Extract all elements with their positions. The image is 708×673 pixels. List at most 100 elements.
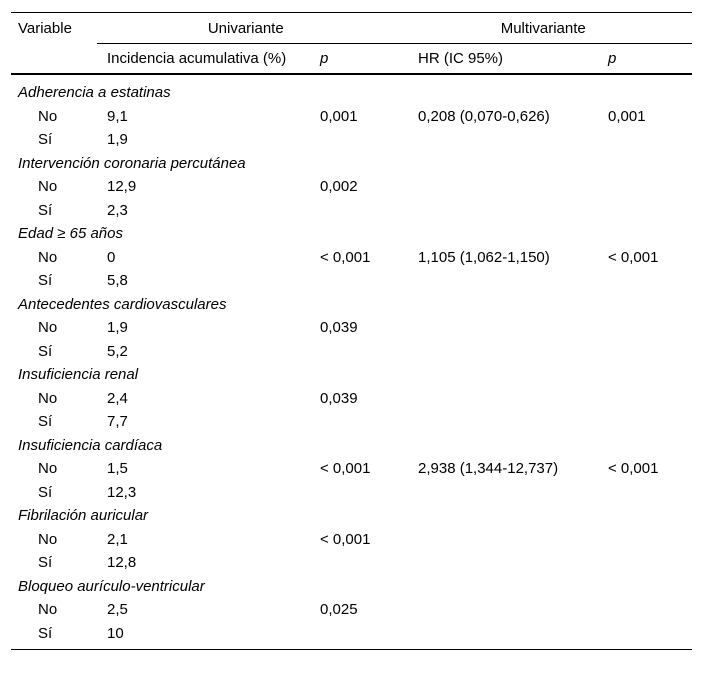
incidence-cell: 5,2	[107, 342, 128, 360]
incidence-cell: 2,1	[107, 530, 128, 548]
table-row: No 12,9 0,002	[11, 175, 692, 199]
hr-cell: 2,938 (1,344-12,737)	[418, 460, 559, 477]
hr-cell	[418, 528, 608, 552]
table-row: Sí 7,7	[11, 410, 692, 434]
p-univariate-cell	[320, 128, 418, 152]
table-row: No 9,1 0,001 0,208 (0,070-0,626) 0,001	[11, 105, 692, 129]
variable-group: Fibrilación auricular No 2,1 < 0,001 Sí 12,8	[11, 504, 692, 575]
variable-group: Insuficiencia renal No 2,4 0,039 Sí 7,7	[11, 363, 692, 434]
column-header-p-univariante: p	[320, 50, 329, 67]
level-cell: Sí	[38, 624, 53, 642]
level-cell: No	[38, 178, 58, 195]
incidence-cell: 12,3	[107, 483, 137, 501]
level-cell: Sí	[38, 342, 53, 360]
p-multivariate-cell	[608, 269, 692, 293]
level-cell: No	[38, 460, 58, 477]
table-body: Adherencia a estatinas No 9,1 0,001 0,208 (0…	[11, 75, 692, 649]
hr-cell	[418, 128, 608, 152]
p-univariate-cell	[320, 622, 418, 646]
level-cell: No	[38, 530, 58, 548]
incidence-cell: 5,8	[107, 272, 128, 289]
column-header-p-multivariante: p	[608, 50, 617, 67]
table-row: Sí 5,2	[11, 340, 692, 364]
p-multivariate-cell: 0,001	[608, 107, 646, 125]
hr-cell	[418, 316, 608, 340]
incidence-cell: 12,8	[107, 554, 137, 571]
table-row: No 1,5 < 0,001 2,938 (1,344-12,737) < 0,001	[11, 457, 692, 481]
table-header-top: Variable Univariante Multivariante	[11, 13, 692, 44]
level-cell: No	[38, 319, 58, 336]
hr-cell: 1,105 (1,062-1,150)	[418, 248, 550, 266]
p-univariate-cell: 0,039	[320, 389, 358, 407]
p-univariate-cell: 0,001	[320, 107, 358, 125]
incidence-cell: 12,9	[107, 178, 137, 195]
hr-cell	[418, 387, 608, 411]
variable-group: Edad ≥ 65 años No 0 < 0,001 1,105 (1,062-1,1…	[11, 222, 692, 293]
table-row: No 2,4 0,039	[11, 387, 692, 411]
column-group-univariante: Univariante	[207, 19, 284, 37]
incidence-cell: 1,9	[107, 319, 128, 336]
p-univariate-cell: < 0,001	[320, 530, 371, 548]
statistics-table: Variable Univariante Multivariante Incid…	[11, 12, 692, 650]
table-row: Sí 2,3	[11, 199, 692, 223]
variable-group: Intervención coronaria percutánea No 12,9 0…	[11, 152, 692, 223]
p-multivariate-cell	[608, 128, 692, 152]
hr-cell	[418, 551, 608, 575]
hr-cell	[418, 410, 608, 434]
variable-group: Antecedentes cardiovasculares No 1,9 0,039 S…	[11, 293, 692, 364]
p-univariate-cell	[320, 410, 418, 434]
level-cell: No	[38, 601, 58, 618]
p-multivariate-cell	[608, 528, 692, 552]
p-multivariate-cell	[608, 175, 692, 199]
column-header-hr: HR (IC 95%)	[418, 50, 504, 67]
table-row: Sí 1,9	[11, 128, 692, 152]
hr-cell: 0,208 (0,070-0,626)	[418, 107, 550, 125]
level-cell: Sí	[38, 413, 53, 430]
variable-name: Insuficiencia renal	[18, 366, 139, 383]
p-univariate-cell: < 0,001	[320, 248, 371, 266]
incidence-cell: 2,3	[107, 201, 128, 219]
incidence-cell: 2,5	[107, 601, 128, 618]
level-cell: No	[38, 389, 58, 407]
table-row: No 0 < 0,001 1,105 (1,062-1,150) < 0,001	[11, 246, 692, 270]
variable-name: Adherencia a estatinas	[18, 84, 171, 101]
p-univariate-cell	[320, 551, 418, 575]
level-cell: No	[38, 107, 58, 125]
hr-cell	[418, 269, 608, 293]
table-row: No 2,5 0,025	[11, 598, 692, 622]
incidence-cell: 1,5	[107, 460, 128, 477]
hr-cell	[418, 199, 608, 223]
variable-name: Intervención coronaria percutánea	[18, 154, 246, 172]
variable-group: Insuficiencia cardíaca No 1,5 < 0,001 2,938 …	[11, 434, 692, 505]
variable-group: Adherencia a estatinas No 9,1 0,001 0,208 (0…	[11, 81, 692, 152]
incidence-cell: 1,9	[107, 131, 128, 148]
variable-name: Bloqueo aurículo-ventricular	[18, 577, 205, 595]
p-multivariate-cell	[608, 410, 692, 434]
variable-name: Insuficiencia cardíaca	[18, 436, 163, 454]
table-header-sub: Incidencia acumulativa (%) p HR (IC 95%)…	[11, 44, 692, 75]
table-row: Sí 5,8	[11, 269, 692, 293]
level-cell: Sí	[38, 483, 53, 501]
p-univariate-cell: 0,002	[320, 178, 358, 195]
hr-cell	[418, 598, 608, 622]
p-multivariate-cell	[608, 551, 692, 575]
column-group-multivariante: Multivariante	[500, 19, 586, 37]
spanner-headers: Univariante Multivariante	[97, 13, 692, 44]
p-multivariate-cell: < 0,001	[608, 460, 659, 477]
column-header-variable: Variable	[18, 20, 72, 37]
p-univariate-cell	[320, 199, 418, 223]
level-cell: Sí	[38, 201, 53, 219]
p-univariate-cell: < 0,001	[320, 460, 371, 477]
p-multivariate-cell	[608, 387, 692, 411]
p-univariate-cell	[320, 481, 418, 505]
incidence-cell: 2,4	[107, 389, 128, 407]
p-multivariate-cell	[608, 340, 692, 364]
table-row: No 1,9 0,039	[11, 316, 692, 340]
incidence-cell: 7,7	[107, 413, 128, 430]
variable-name: Antecedentes cardiovasculares	[18, 295, 227, 313]
p-multivariate-cell	[608, 199, 692, 223]
p-multivariate-cell: < 0,001	[608, 248, 659, 266]
incidence-cell: 10	[107, 624, 124, 642]
table-row: Sí 12,3	[11, 481, 692, 505]
hr-cell	[418, 175, 608, 199]
